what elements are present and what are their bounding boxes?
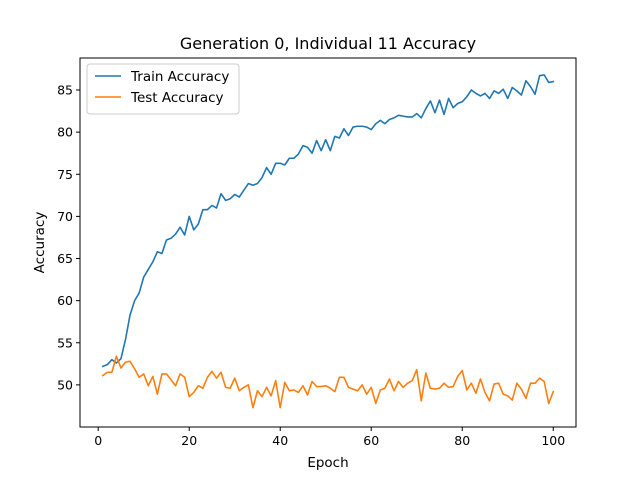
y-axis: 50 55 60 65 70 75 80 85	[57, 83, 80, 392]
x-tick-label: 20	[181, 433, 197, 448]
x-tick-label: 60	[363, 433, 379, 448]
y-tick-label: 65	[57, 251, 73, 266]
x-tick-label: 100	[541, 433, 565, 448]
y-tick-label: 80	[57, 125, 73, 140]
chart-title: Generation 0, Individual 11 Accuracy	[180, 34, 476, 53]
x-tick-label: 0	[94, 433, 102, 448]
train-accuracy-line	[101, 74, 555, 368]
x-axis-label: Epoch	[307, 455, 348, 471]
test-accuracy-line	[101, 355, 555, 409]
y-tick-label: 85	[57, 83, 73, 98]
x-tick-label: 80	[454, 433, 470, 448]
y-tick-label: 70	[57, 209, 73, 224]
y-tick-label: 75	[57, 167, 73, 182]
plot-area-frame	[79, 57, 577, 428]
y-tick-label: 60	[57, 293, 73, 308]
legend-train-label: Train Accuracy	[130, 69, 229, 85]
legend-box	[86, 63, 240, 115]
y-tick-label: 50	[57, 377, 73, 392]
x-tick-label: 40	[272, 433, 288, 448]
series-layer	[101, 74, 555, 409]
legend: Train Accuracy Test Accuracy	[86, 63, 240, 115]
y-axis-label: Accuracy	[32, 212, 48, 274]
x-axis: 0 20 40 60 80 100	[94, 427, 565, 448]
legend-test-label: Test Accuracy	[130, 90, 224, 106]
y-tick-label: 55	[57, 335, 73, 350]
